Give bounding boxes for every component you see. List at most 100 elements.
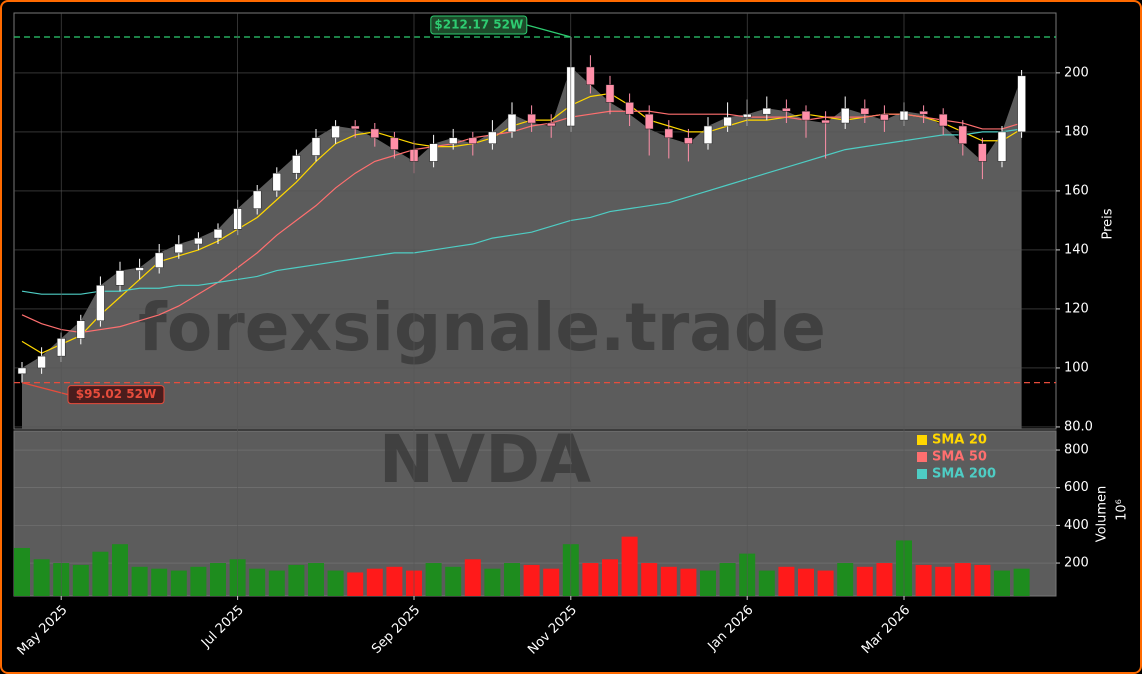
candle-body [840, 108, 850, 124]
y-tick-label: 180 [1064, 124, 1089, 139]
volume-bar [464, 559, 481, 596]
sma-line [21, 92, 1022, 354]
x-tick-label: Jan 2026 [705, 603, 757, 655]
candle-body [272, 172, 282, 192]
volume-bar [915, 564, 932, 596]
sma-line [21, 128, 1022, 295]
volume-bar [523, 564, 540, 596]
y-axis-exponent: 10⁶ [1115, 499, 1130, 521]
candle-body [880, 113, 889, 121]
candle-body [252, 190, 262, 209]
candle-body [292, 155, 301, 174]
volume-bar [268, 570, 285, 596]
candle-body [919, 110, 928, 115]
volume-bar [504, 563, 520, 596]
volume-bar [856, 566, 873, 596]
volume-bar [112, 544, 128, 596]
volume-bar [798, 568, 814, 596]
candle-body [370, 128, 380, 139]
volume-bar [386, 566, 403, 596]
volume-bar [543, 568, 560, 596]
candle-body [154, 252, 164, 268]
candle-body [390, 137, 399, 150]
candle-body [938, 113, 948, 127]
volume-bar [935, 566, 952, 596]
volume-bar [445, 566, 462, 596]
volume-bar [92, 551, 109, 596]
annotation-box [67, 385, 165, 405]
candle-body [17, 367, 27, 375]
y-tick-label: 200 [1064, 65, 1089, 80]
volume-bar [72, 564, 89, 596]
y-tick-label: 120 [1064, 301, 1089, 316]
volume-bar [327, 570, 344, 596]
legend-swatch [917, 435, 927, 445]
volume-bar [347, 572, 364, 596]
candle-body [997, 131, 1007, 162]
y-tick-label: 200 [1064, 556, 1089, 571]
volume-bar [994, 570, 1010, 596]
annotation-arrow [526, 24, 571, 38]
candle-body [488, 131, 497, 144]
annotation-label: $212.17 52W [434, 17, 523, 31]
candle-body [174, 243, 184, 254]
candle-body [96, 285, 105, 321]
candle-body [37, 355, 46, 369]
legend-label: SMA 50 [932, 450, 987, 465]
candle-body [644, 113, 654, 130]
volume-bar [641, 563, 658, 596]
volume-bar [621, 536, 638, 596]
y-tick-label: 400 [1064, 518, 1089, 533]
candle-body [684, 137, 693, 144]
x-tick-label: Nov 2025 [525, 603, 580, 658]
legend-label: SMA 20 [932, 433, 987, 448]
y-axis-label: Volumen [1095, 486, 1110, 543]
candle-body [860, 108, 870, 115]
volume-bar [680, 568, 697, 596]
volume-bar [425, 563, 442, 596]
candle-body [507, 113, 517, 133]
volume-bar [131, 566, 148, 596]
candle-body [331, 125, 340, 139]
volume-bar [602, 559, 618, 596]
candle-body [605, 84, 615, 103]
watermark: forexsignale.trade [138, 289, 826, 366]
candle-body [801, 110, 811, 121]
candle-body [213, 229, 223, 239]
volume-bar [14, 547, 30, 596]
x-tick-label: May 2025 [15, 603, 71, 659]
candle-body [350, 125, 360, 130]
volume-bar [33, 559, 50, 596]
legend-swatch [917, 469, 927, 479]
x-tick-label: Sep 2025 [369, 603, 423, 657]
volume-bar [817, 570, 834, 596]
volume-bar [288, 564, 305, 596]
volume-bar [778, 566, 795, 596]
candle-body [448, 137, 458, 144]
y-tick-label: 600 [1064, 480, 1089, 495]
y-tick-label: 800 [1064, 443, 1089, 458]
candle-body [723, 116, 732, 127]
y-tick-label: 80.0 [1064, 419, 1093, 434]
x-tick-label: Jul 2025 [198, 603, 247, 652]
volume-bar [190, 566, 207, 596]
candle-body [586, 66, 595, 85]
legend-label: SMA 200 [932, 467, 996, 482]
volume-bar [170, 570, 187, 596]
volume-bar [210, 563, 226, 596]
watermark: NVDA [379, 421, 591, 498]
volume-bar [974, 564, 991, 596]
candle-body [625, 102, 634, 115]
volume-bar [308, 563, 324, 596]
candle-body [429, 143, 438, 162]
candle-body [978, 143, 987, 162]
volume-bar [660, 566, 677, 596]
annotation-arrow [21, 381, 69, 396]
candle-body [311, 137, 321, 156]
volume-bar [484, 568, 501, 596]
y-tick-label: 160 [1064, 183, 1089, 198]
volume-bar [758, 570, 775, 596]
volume-bar [876, 563, 893, 596]
